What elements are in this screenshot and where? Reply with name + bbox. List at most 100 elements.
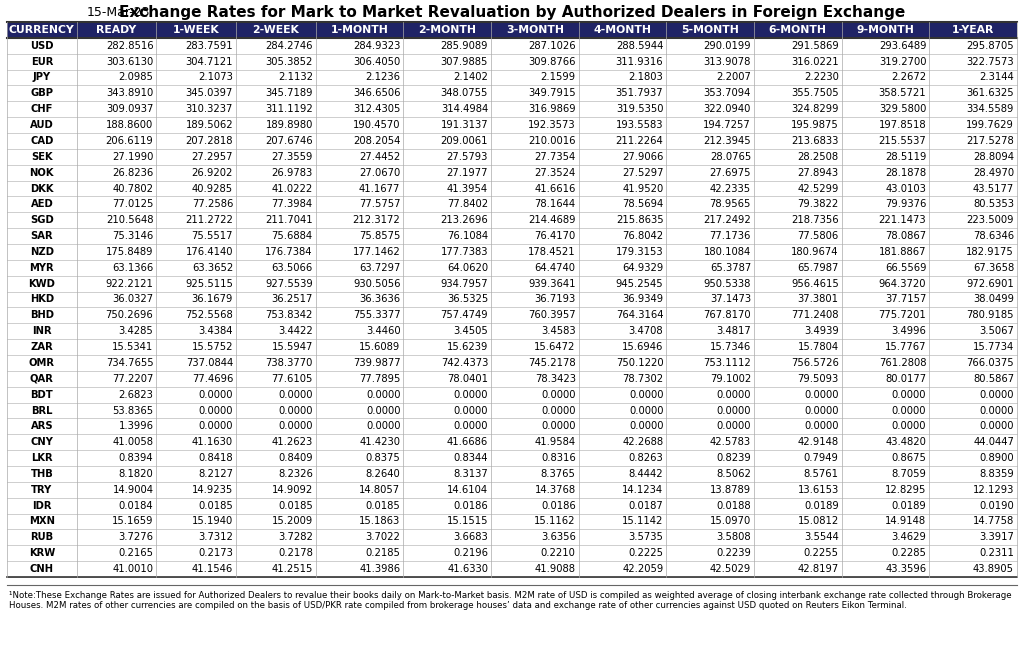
- Text: 15.0970: 15.0970: [710, 516, 751, 527]
- Bar: [403, 387, 492, 402]
- Text: 0.8316: 0.8316: [541, 453, 575, 463]
- Bar: [930, 434, 1017, 450]
- Text: 0.0000: 0.0000: [279, 406, 312, 415]
- Bar: [237, 561, 315, 577]
- Text: 756.5726: 756.5726: [791, 358, 839, 368]
- Text: 27.8943: 27.8943: [798, 168, 839, 177]
- Bar: [157, 181, 237, 196]
- Text: SEK: SEK: [31, 152, 52, 162]
- Bar: [667, 101, 754, 117]
- Bar: [7, 497, 77, 514]
- Bar: [492, 53, 579, 70]
- Bar: [754, 196, 842, 213]
- Text: 956.4615: 956.4615: [791, 278, 839, 289]
- Bar: [7, 387, 77, 402]
- Text: 3.7312: 3.7312: [199, 532, 233, 542]
- Bar: [754, 244, 842, 260]
- Text: 78.5694: 78.5694: [623, 200, 664, 209]
- Text: 37.1473: 37.1473: [710, 295, 751, 304]
- Text: 77.4696: 77.4696: [191, 374, 233, 384]
- Bar: [667, 387, 754, 402]
- Text: GBP: GBP: [31, 89, 53, 98]
- Text: 5-MONTH: 5-MONTH: [681, 25, 739, 35]
- Bar: [579, 117, 667, 133]
- Bar: [7, 434, 77, 450]
- Text: 0.0000: 0.0000: [366, 390, 400, 400]
- Bar: [77, 434, 157, 450]
- Text: NZD: NZD: [30, 247, 54, 257]
- Text: 192.3573: 192.3573: [528, 120, 575, 130]
- Bar: [754, 165, 842, 181]
- Text: 213.6833: 213.6833: [792, 136, 839, 146]
- Bar: [237, 497, 315, 514]
- Bar: [492, 244, 579, 260]
- Text: 0.0000: 0.0000: [454, 421, 488, 432]
- Text: Exchange Rates for Mark to Market Revaluation by Authorized Dealers in Foreign E: Exchange Rates for Mark to Market Revalu…: [119, 5, 905, 20]
- Bar: [930, 22, 1017, 38]
- Bar: [754, 101, 842, 117]
- Bar: [492, 276, 579, 291]
- Text: 0.0189: 0.0189: [892, 501, 927, 511]
- Bar: [403, 497, 492, 514]
- Bar: [403, 133, 492, 149]
- Bar: [492, 38, 579, 53]
- Text: 284.2746: 284.2746: [265, 41, 312, 51]
- Bar: [157, 101, 237, 117]
- Text: EUR: EUR: [31, 57, 53, 67]
- Text: 760.3957: 760.3957: [528, 310, 575, 320]
- Text: 180.9674: 180.9674: [792, 247, 839, 257]
- Bar: [237, 244, 315, 260]
- Text: 79.5093: 79.5093: [798, 374, 839, 384]
- Bar: [315, 196, 403, 213]
- Text: 41.6686: 41.6686: [446, 437, 488, 447]
- Text: 0.2285: 0.2285: [892, 548, 927, 558]
- Text: MXN: MXN: [29, 516, 55, 527]
- Text: 41.6330: 41.6330: [447, 564, 488, 574]
- Bar: [930, 133, 1017, 149]
- Bar: [579, 133, 667, 149]
- Bar: [403, 70, 492, 85]
- Text: 8.8359: 8.8359: [979, 469, 1014, 479]
- Text: 1-MONTH: 1-MONTH: [331, 25, 388, 35]
- Text: 27.1977: 27.1977: [446, 168, 488, 177]
- Bar: [77, 53, 157, 70]
- Bar: [842, 402, 930, 419]
- Bar: [77, 497, 157, 514]
- Bar: [930, 70, 1017, 85]
- Bar: [157, 133, 237, 149]
- Bar: [579, 260, 667, 276]
- Text: CHF: CHF: [31, 104, 53, 114]
- Bar: [754, 149, 842, 165]
- Bar: [842, 434, 930, 450]
- Bar: [237, 291, 315, 308]
- Bar: [237, 117, 315, 133]
- Text: 36.9349: 36.9349: [623, 295, 664, 304]
- Text: 213.2696: 213.2696: [440, 215, 488, 225]
- Text: 0.0187: 0.0187: [629, 501, 664, 511]
- Bar: [579, 196, 667, 213]
- Bar: [667, 244, 754, 260]
- Bar: [403, 85, 492, 101]
- Text: 15.7734: 15.7734: [973, 342, 1014, 352]
- Bar: [579, 450, 667, 466]
- Bar: [403, 419, 492, 434]
- Bar: [754, 402, 842, 419]
- Text: 79.1002: 79.1002: [710, 374, 751, 384]
- Text: 42.2335: 42.2335: [710, 183, 751, 194]
- Text: 0.8344: 0.8344: [454, 453, 488, 463]
- Bar: [403, 308, 492, 323]
- Bar: [77, 529, 157, 545]
- Bar: [842, 450, 930, 466]
- Text: 194.7257: 194.7257: [703, 120, 751, 130]
- Text: 76.1084: 76.1084: [446, 231, 488, 241]
- Bar: [579, 402, 667, 419]
- Text: 2-MONTH: 2-MONTH: [418, 25, 476, 35]
- Bar: [930, 291, 1017, 308]
- Text: 334.5589: 334.5589: [967, 104, 1014, 114]
- Bar: [77, 244, 157, 260]
- Text: 925.5115: 925.5115: [185, 278, 233, 289]
- Bar: [77, 85, 157, 101]
- Text: 13.6153: 13.6153: [798, 485, 839, 495]
- Bar: [754, 70, 842, 85]
- Text: INR: INR: [32, 326, 51, 336]
